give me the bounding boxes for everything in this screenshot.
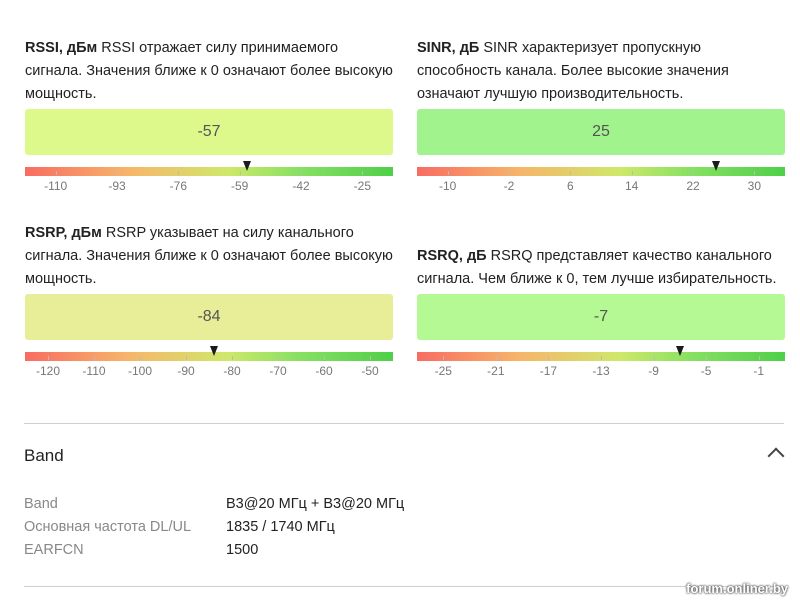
scale-tick-label: -21 xyxy=(487,364,505,378)
scale-tick-mark xyxy=(758,356,760,360)
rssi-name: RSSI, дБм xyxy=(25,40,98,56)
scale-tick-label: -25 xyxy=(434,364,452,378)
scale-tick-label: -110 xyxy=(44,179,68,193)
sinr-value-box: 25 xyxy=(417,109,785,155)
scale-tick-label: 6 xyxy=(566,179,574,193)
scale-tick-label: -90 xyxy=(177,364,195,378)
scale-tick-mark xyxy=(495,356,497,360)
sinr-gauge xyxy=(417,161,785,176)
rsrp-name: RSRP, дБм xyxy=(25,225,102,241)
sinr-card: SINR, дБ SINR характеризует пропускную с… xyxy=(417,37,785,193)
scale-tick-mark xyxy=(754,171,756,175)
scale-tick-label: -9 xyxy=(648,364,659,378)
scale-tick-mark xyxy=(278,356,279,360)
scale-tick-label: -17 xyxy=(539,364,558,378)
rsrp-pointer xyxy=(209,346,218,356)
scale-tick-mark xyxy=(232,356,233,360)
info-label: EARFCN xyxy=(24,542,84,558)
scale-tick-mark xyxy=(239,171,241,175)
scale-tick-mark xyxy=(693,171,694,175)
scale-tick-mark xyxy=(601,356,602,360)
scale-tick-mark xyxy=(447,171,449,175)
chevron-up-icon[interactable] xyxy=(767,447,785,465)
scale-tick-label: -110 xyxy=(82,364,106,378)
rsrq-description: RSRQ, дБ RSRQ представляет качество кана… xyxy=(417,248,777,287)
rsrq-name: RSRQ, дБ xyxy=(417,248,487,264)
info-value: B3@20 МГц + B3@20 МГц xyxy=(226,496,405,512)
scale-tick-mark xyxy=(443,356,445,360)
scale-tick-label: 14 xyxy=(624,179,639,193)
scale-tick-label: -10 xyxy=(438,179,457,193)
scale-tick-mark xyxy=(48,356,49,360)
scale-tick-mark xyxy=(570,171,572,175)
scale-tick-mark xyxy=(548,356,550,360)
scale-tick-mark xyxy=(186,356,187,360)
scale-tick-label: -60 xyxy=(315,364,333,378)
scale-tick-mark xyxy=(117,171,118,175)
rsrq-value: -7 xyxy=(593,308,609,325)
scale-tick-label: -70 xyxy=(269,364,287,378)
scale-tick-label: -93 xyxy=(108,179,126,193)
rsrq-scale: -25 -21 -17 -13 -9 -5 -1 xyxy=(417,356,785,380)
rsrq-card: RSRQ, дБ RSRQ представляет качество кана… xyxy=(417,245,785,378)
scale-tick-mark xyxy=(140,356,141,360)
scale-tick-label: -80 xyxy=(223,364,241,378)
scale-tick-mark xyxy=(362,171,364,175)
info-label: Основная частота DL/UL xyxy=(24,519,192,535)
scale-tick-mark xyxy=(301,171,302,175)
scale-tick-label: -5 xyxy=(700,364,712,378)
rsrq-value-box: -7 xyxy=(417,294,785,340)
scale-tick-label: -25 xyxy=(353,179,371,193)
info-value: 1500 xyxy=(226,542,259,558)
rssi-scale: -110 -93 -76 -59 -42 -25 xyxy=(25,171,393,195)
rsrp-value: -84 xyxy=(197,308,221,325)
rsrp-gauge xyxy=(25,346,393,361)
scale-tick-label: -76 xyxy=(169,179,187,193)
info-label: Band xyxy=(24,496,58,512)
scale-tick-label: -42 xyxy=(292,179,310,193)
scale-tick-label: 30 xyxy=(747,179,762,193)
scale-tick-label: -1 xyxy=(753,364,765,378)
scale-tick-mark xyxy=(706,356,708,360)
scale-tick-label: -120 xyxy=(35,364,61,378)
rsrp-card: RSRP, дБм RSRP указывает на силу канальн… xyxy=(25,222,393,378)
rsrp-scale: -120 -110 -100 -90 -80 -70 -60 -50 xyxy=(25,356,393,380)
band-section-title: Band xyxy=(24,446,64,465)
section-divider-top xyxy=(24,423,784,424)
rssi-card: RSSI, дБм RSSI отражает силу принимаемог… xyxy=(25,37,393,193)
scale-tick-label: -59 xyxy=(230,179,249,193)
sinr-pointer xyxy=(712,161,720,171)
scale-tick-mark xyxy=(178,171,180,175)
rsrq-pointer xyxy=(675,346,684,356)
info-value: 1835 / 1740 МГц xyxy=(226,519,335,535)
scale-tick-mark xyxy=(509,171,510,175)
rssi-value: -57 xyxy=(197,123,221,140)
rssi-pointer xyxy=(242,161,251,171)
rssi-description: RSSI, дБм RSSI отражает силу принимаемог… xyxy=(25,40,393,102)
scale-tick-label: -13 xyxy=(592,364,610,378)
scale-tick-mark xyxy=(653,356,655,360)
rssi-value-box: -57 xyxy=(25,109,393,155)
scale-tick-mark xyxy=(55,171,57,175)
scale-tick-label: -100 xyxy=(127,364,153,378)
sinr-description: SINR, дБ SINR характеризует пропускную с… xyxy=(417,40,729,102)
rssi-gauge xyxy=(25,161,393,176)
band-section-header[interactable]: Band xyxy=(24,446,785,468)
scale-tick-mark xyxy=(631,171,633,175)
section-divider-bottom xyxy=(24,586,784,587)
scale-tick-mark xyxy=(324,356,325,360)
scale-tick-label: -2 xyxy=(503,179,515,193)
watermark: forum.onliner.by xyxy=(686,581,788,596)
sinr-name: SINR, дБ xyxy=(417,40,480,56)
scale-tick-mark xyxy=(370,356,371,360)
scale-tick-label: 22 xyxy=(686,179,700,193)
sinr-value: 25 xyxy=(592,123,610,140)
scale-tick-label: -50 xyxy=(361,364,379,378)
scale-tick-mark xyxy=(94,356,95,360)
rsrp-value-box: -84 xyxy=(25,294,393,340)
sinr-scale: -10 -2 6 14 22 30 xyxy=(417,171,785,195)
rsrp-description: RSRP, дБм RSRP указывает на силу канальн… xyxy=(25,225,393,287)
